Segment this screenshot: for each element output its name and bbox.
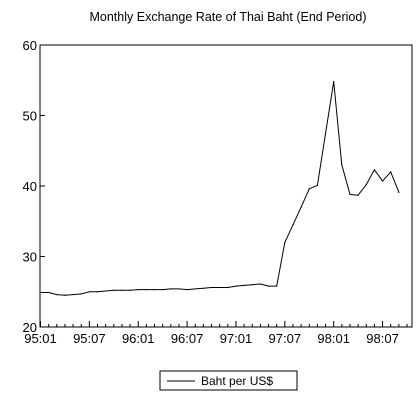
data-point (96, 291, 99, 293)
data-point (349, 193, 351, 196)
data-point (80, 293, 82, 295)
data-point (121, 289, 123, 291)
data-point (316, 184, 319, 186)
x-tick-label: 98:07 (366, 331, 399, 346)
data-point (390, 171, 392, 173)
x-tick-label: 95:01 (24, 331, 57, 346)
y-tick-label: 50 (23, 109, 37, 124)
data-point (113, 289, 115, 291)
x-tick-label: 96:07 (171, 331, 204, 346)
data-point (178, 288, 180, 290)
data-point (64, 294, 66, 296)
data-point (72, 293, 74, 296)
data-point (333, 81, 335, 83)
x-tick-label: 97:07 (269, 331, 302, 346)
data-point (170, 288, 172, 290)
data-point (259, 283, 261, 285)
data-point (210, 286, 213, 289)
x-tick-label: 98:01 (317, 331, 350, 346)
data-point (276, 285, 278, 287)
y-tick-label: 30 (23, 250, 37, 265)
x-tick-label: 97:01 (220, 331, 253, 346)
data-point (153, 289, 156, 291)
series-line-baht-per-usd (40, 81, 400, 296)
data-point (56, 293, 58, 296)
data-point (194, 288, 196, 290)
y-tick-label: 40 (23, 179, 37, 194)
data-point (341, 164, 343, 166)
plot-frame (39, 44, 413, 328)
data-point (373, 169, 376, 171)
data-point (365, 183, 367, 186)
data-point (145, 289, 147, 291)
x-tick-label: 96:01 (122, 331, 155, 346)
x-tick-label: 95:07 (73, 331, 106, 346)
y-tick-label: 20 (23, 320, 37, 335)
y-tick-label: 60 (23, 38, 37, 53)
data-point (202, 287, 204, 289)
data-point (39, 291, 42, 294)
data-point (243, 284, 245, 287)
x-axis: 95:01 95:07 96:01 96:07 97:01 97:07 98:01 98:07 (24, 321, 408, 346)
data-point (300, 206, 302, 208)
data-point (88, 291, 90, 293)
data-point (251, 284, 253, 286)
series-layer (39, 81, 400, 296)
data-point (137, 289, 139, 291)
data-point (162, 289, 164, 291)
data-point (284, 241, 286, 243)
legend-box (159, 370, 298, 391)
data-point (105, 290, 107, 292)
legend: Baht per US$ (159, 370, 298, 391)
data-point (219, 286, 221, 289)
data-point (129, 289, 131, 291)
data-point (398, 191, 400, 193)
legend-label: Baht per US$ (201, 374, 273, 388)
data-point (308, 188, 310, 190)
data-point (324, 132, 327, 134)
data-point (357, 194, 359, 196)
data-point (227, 286, 229, 289)
data-point (267, 285, 270, 287)
chart-title: Monthly Exchange Rate of Thai Baht (End … (89, 10, 366, 24)
y-axis: 20 30 40 50 60 (23, 38, 45, 335)
data-point (235, 285, 237, 287)
data-point (381, 180, 384, 182)
data-point (186, 289, 188, 291)
data-point (48, 291, 50, 294)
data-point (292, 224, 294, 226)
